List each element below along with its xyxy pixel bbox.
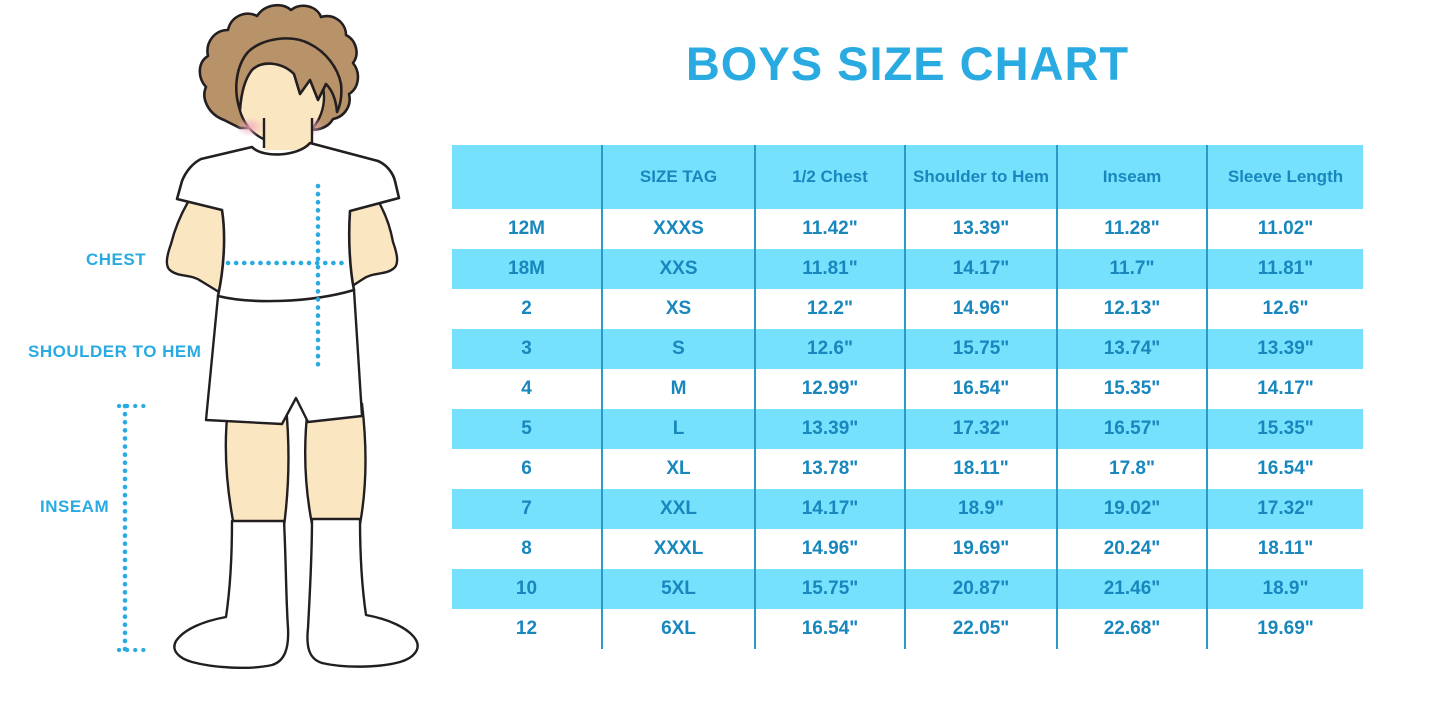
size-table-header: SIZE TAG 1/2 Chest Shoulder to Hem Inseam Sl… [452,145,1363,209]
measurement-cell: 13.39" [754,409,905,449]
measurement-cell: 18.9" [1206,569,1363,609]
measurement-cell: 13.39" [904,209,1057,249]
measurement-cell: 12.13" [1056,289,1207,329]
size-cell: 3 [452,329,602,369]
measurement-cell: 14.17" [1206,369,1363,409]
size-tag-cell: XXS [601,249,755,289]
measurement-cell: 12.99" [754,369,905,409]
table-row: 5 L 13.39" 17.32" 16.57" 15.35" [452,409,1363,449]
size-tag-cell: XXXS [601,209,755,249]
size-cell: 6 [521,458,532,479]
size-cell: 8 [521,538,532,559]
measurement-cell: 11.28" [1056,209,1207,249]
measurement-cell: 12.2" [754,289,905,329]
table-row: 10 5XL 15.75" 20.87" 21.46" 18.9" [452,569,1363,609]
measurement-figure: CHEST SHOULDER TO HEM INSEAM [0,0,460,723]
column-header [452,145,602,209]
measurement-cell: 17.8" [1056,449,1207,489]
size-tag-cell: S [601,329,755,369]
size-cell: 2 [521,298,532,319]
measurement-cell: 15.75" [754,569,905,609]
size-tag-cell: 5XL [601,569,755,609]
table-row: 6 XL 13.78" 18.11" 17.8" 16.54" [452,449,1363,489]
table-row: 4 M 12.99" 16.54" 15.35" 14.17" [452,369,1363,409]
measurement-cell: 17.32" [904,409,1057,449]
table-row: 2 XS 12.2" 14.96" 12.13" 12.6" [452,289,1363,329]
measurement-cell: 19.69" [904,529,1057,569]
measurement-cell: 18.11" [904,449,1057,489]
measurement-cell: 15.35" [1056,369,1207,409]
measurement-cell: 19.69" [1206,609,1363,649]
right-sock [306,517,419,668]
shoulder-to-hem-label: SHOULDER TO HEM [28,342,202,361]
shorts [204,288,364,426]
measurement-cell: 16.54" [754,609,905,649]
measurement-cell: 22.05" [904,609,1057,649]
measurement-cell: 20.87" [904,569,1057,609]
table-row: 12M XXXS 11.42" 13.39" 11.28" 11.02" [452,209,1363,249]
measurement-cell: 15.35" [1206,409,1363,449]
page-title: BOYS SIZE CHART [685,37,1130,90]
measurement-cell: 16.54" [904,369,1057,409]
column-header: Inseam [1056,145,1207,209]
size-tag-cell: XXXL [601,529,755,569]
size-cell: 4 [521,378,532,399]
column-header: SIZE TAG [601,145,755,209]
size-tag-cell: L [601,409,755,449]
column-header: Shoulder to Hem [904,145,1057,209]
measurement-cell: 22.68" [1056,609,1207,649]
neck [264,112,312,150]
measurement-cell: 11.02" [1206,209,1363,249]
size-tag-cell: M [601,369,755,409]
size-table-body: 12M XXXS 11.42" 13.39" 11.28" 11.02" 18M XXS 11.… [452,209,1363,649]
size-tag-cell: XXL [601,489,755,529]
measurement-cell: 11.42" [754,209,905,249]
t-shirt [175,141,401,303]
table-row: 18M XXS 11.81" 14.17" 11.7" 11.81" [452,249,1363,289]
measurement-cell: 14.96" [904,289,1057,329]
size-cell: 18M [452,249,602,289]
size-cell: 12M [508,218,545,239]
measurement-cell: 14.17" [754,489,905,529]
measurement-cell: 17.32" [1206,489,1363,529]
measurement-cell: 11.7" [1056,249,1207,289]
measurement-cell: 18.11" [1206,529,1363,569]
measurement-cell: 12.6" [754,329,905,369]
size-table: SIZE TAG 1/2 Chest Shoulder to Hem Inseam Sl… [452,145,1363,649]
table-row: 7 XXL 14.17" 18.9" 19.02" 17.32" [452,489,1363,529]
measurement-cell: 15.75" [904,329,1057,369]
measurement-cell: 12.6" [1206,289,1363,329]
hair-fringe [234,37,343,114]
measurement-cell: 14.17" [904,249,1057,289]
measurement-cell: 20.24" [1056,529,1207,569]
measurement-cell: 19.02" [1056,489,1207,529]
size-tag-cell: XL [601,449,755,489]
measurement-cell: 13.74" [1056,329,1207,369]
left-sock [173,519,290,670]
boy-illustration-icon [116,3,419,670]
size-cell: 5 [452,409,602,449]
size-cell: 10 [452,569,602,609]
size-cell: 12 [515,618,538,639]
measurement-cell: 16.57" [1056,409,1207,449]
table-row: 8 XXXL 14.96" 19.69" 20.24" 18.11" [452,529,1363,569]
size-tag-cell: 6XL [601,609,755,649]
measurement-cell: 16.54" [1206,449,1363,489]
inseam-label: INSEAM [40,497,110,516]
column-header: 1/2 Chest [754,145,905,209]
measurement-cell: 14.96" [754,529,905,569]
measurement-cell: 13.39" [1206,329,1363,369]
measurement-cell: 21.46" [1056,569,1207,609]
size-tag-cell: XS [601,289,755,329]
table-row: 12 6XL 16.54" 22.05" 22.68" 19.69" [452,609,1363,649]
chest-label: CHEST [86,250,147,269]
size-cell: 7 [452,489,602,529]
measurement-cell: 13.78" [754,449,905,489]
measurement-cell: 18.9" [904,489,1057,529]
column-header: Sleeve Length [1206,145,1363,209]
measurement-cell: 11.81" [1206,249,1363,289]
table-row: 3 S 12.6" 15.75" 13.74" 13.39" [452,329,1363,369]
measurement-cell: 11.81" [754,249,905,289]
